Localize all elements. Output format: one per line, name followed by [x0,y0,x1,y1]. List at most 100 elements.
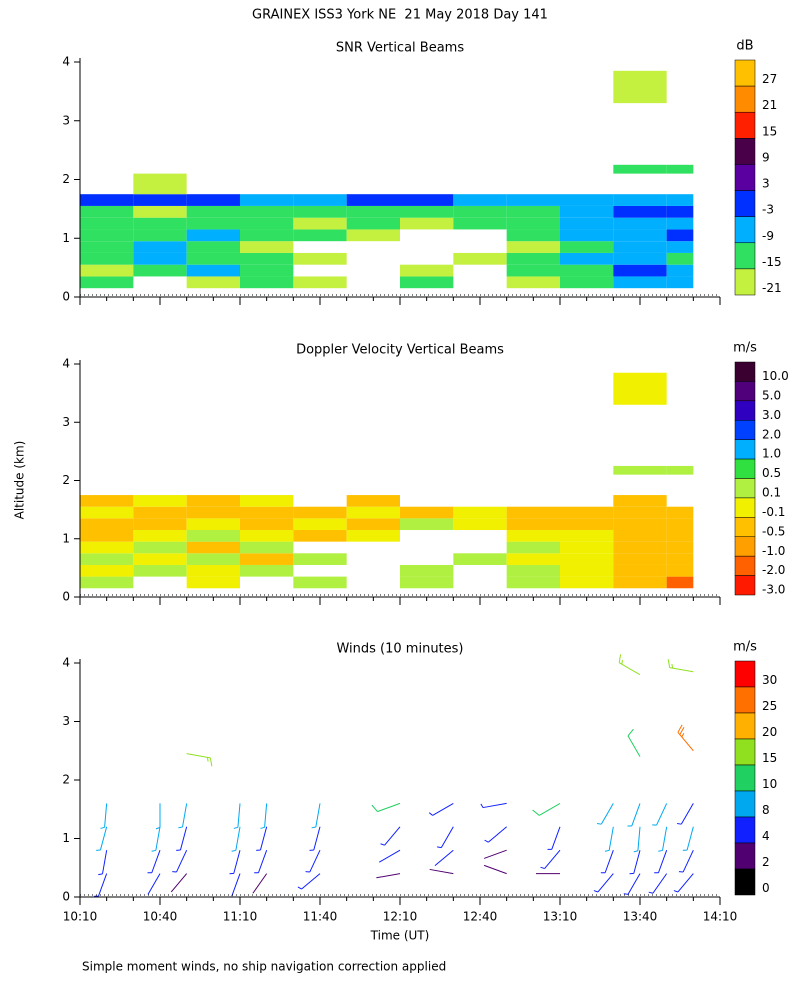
wind-barb [604,826,614,852]
heatmap-cell [506,276,560,289]
colorbar-tick-label: 0.5 [762,466,781,480]
wind-barb [376,873,401,879]
heatmap-cell [666,506,694,519]
colorbar-box [734,497,756,518]
colorbar-tick-label: 5.0 [762,388,781,402]
wind-barb [233,803,241,829]
y-tick-label: 3 [62,415,70,429]
colorbar-label: m/s [733,640,757,655]
heatmap-cell [80,518,134,531]
heatmap-cell [613,205,667,218]
heatmap-cell [666,576,694,589]
heatmap-cell [506,241,560,253]
wind-barb [100,803,108,829]
heatmap-cell [453,194,507,206]
wind-barb [682,826,694,851]
colorbar-box [734,439,756,460]
colorbar-box [734,381,756,402]
heatmap-cell [240,252,294,265]
colorbar-tick-label: -0.5 [762,524,785,538]
colorbar-tick-label: 10.0 [762,369,789,383]
heatmap-cell [240,495,294,507]
colorbar-box [734,190,756,217]
heatmap-cell [506,229,560,242]
heatmap-cell [133,518,187,531]
colorbar-tick-label: 10 [762,777,777,791]
y-tick-label: 1 [62,831,70,845]
wind-barb [677,724,694,752]
y-tick-label: 3 [62,714,70,728]
colorbar-box [734,575,756,596]
wind-barb [648,873,668,894]
heatmap-cell [400,564,454,577]
colorbar-box [734,216,756,244]
heatmap-cell [560,264,614,277]
heatmap-cell [613,465,667,475]
heatmap-cell [506,194,560,206]
heatmap-cell [506,518,560,531]
wind-barb [311,803,321,829]
wind-barb [176,826,188,851]
heatmap-cell [240,530,294,542]
heatmap-cell [186,264,240,277]
x-tick-label: 12:10 [383,910,418,924]
heatmap-cell [346,495,400,507]
heatmap-cell [453,252,507,265]
colorbar-box [734,536,756,557]
heatmap-cell [666,217,694,230]
heatmap-cell [506,553,560,565]
heatmap-cell [240,194,294,206]
wind-barb [484,826,507,843]
y-tick-label: 1 [62,531,70,545]
footnote: Simple moment winds, no ship navigation … [82,960,446,974]
colorbar-box [734,790,756,818]
colorbar-box [734,59,756,87]
heatmap-cell [453,553,507,565]
heatmap-cell [560,553,614,565]
wind-barb [654,850,668,874]
colorbar-tick-label: 2 [762,855,770,869]
colorbar-box [734,686,756,714]
heatmap-cell [560,530,614,542]
heatmap-cell [613,229,667,242]
heatmap-cell [186,506,240,519]
colorbar-tick-label: -1.0 [762,544,785,558]
colorbar-tick-label: -15 [762,255,782,269]
heatmap-cell [240,217,294,230]
heatmap-cell [560,205,614,218]
heatmap-cell [80,194,134,206]
wind-barb [483,864,507,875]
heatmap-cell [240,229,294,242]
colorbar-tick-label: 15 [762,751,777,765]
heatmap-cell [453,518,507,531]
wind-barb [254,850,268,874]
wind-barb [231,826,241,852]
heatmap-cell [133,264,187,277]
wind-barb [429,868,454,875]
heatmap-cell [186,205,240,218]
colorbar-tick-label: 27 [762,72,777,86]
colorbar-tick-label: 0.1 [762,486,781,500]
colorbar-tick-label: 3 [762,177,770,191]
heatmap-cell [186,576,240,589]
wind-barb [532,802,561,816]
heatmap-cell [293,518,347,531]
wind-barb [96,826,108,851]
heatmap-cell [240,564,294,577]
heatmap [80,372,694,589]
heatmap-cell [186,252,240,265]
colorbar-box [734,111,756,139]
heatmap-cell [666,194,694,206]
y-tick-label: 4 [62,55,70,69]
heatmap-cell [666,164,694,174]
heatmap-cell [666,229,694,242]
heatmap-cell [133,553,187,565]
panel-title: Winds (10 minutes) [336,642,463,657]
colorbar-box [734,164,756,191]
wind-barb [371,802,401,813]
heatmap-cell [133,194,187,206]
heatmap-cell [293,530,347,542]
y-tick-label: 4 [62,656,70,670]
heatmap-cell [666,553,694,565]
